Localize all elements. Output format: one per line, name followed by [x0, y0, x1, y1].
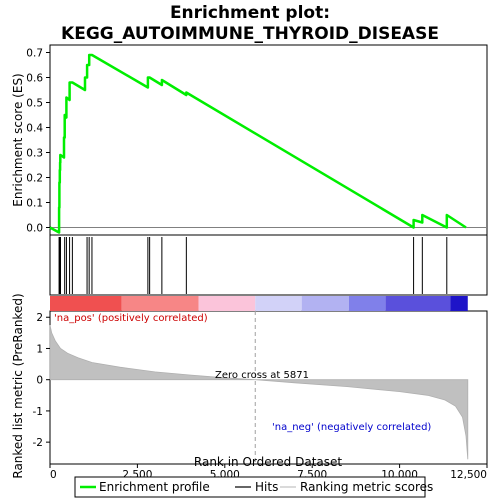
rank-y-tick-label: -1: [33, 406, 43, 418]
hits-layer: [58, 237, 448, 294]
x-tick-label: 0: [50, 469, 57, 481]
chart-title-line1: Enrichment plot:: [170, 3, 330, 23]
es-y-tick-label: 0.7: [26, 48, 43, 60]
color-bar-segment: [255, 296, 302, 311]
es-y-tick-label: 0.1: [26, 198, 43, 210]
es-y-tick-label: 0.6: [26, 73, 43, 85]
x-tick-label: 12,500: [450, 469, 487, 481]
rank-y-tick-label: -2: [33, 437, 43, 449]
legend-enrichment-label: Enrichment profile: [99, 480, 210, 494]
es-y-tick-label: 0.2: [26, 173, 43, 185]
rank-y-tick-label: 0: [36, 375, 43, 387]
color-bar-segment: [198, 296, 256, 311]
ranking-metric-area: [49, 325, 469, 460]
es-y-tick-label: 0.5: [26, 98, 43, 110]
color-bar-layer: [50, 296, 468, 311]
es-y-tick-label: 0.4: [26, 123, 43, 135]
zero-cross-label: Zero cross at 5871: [215, 370, 309, 381]
color-bar-segment: [121, 296, 199, 311]
rank-y-tick-label: 1: [36, 343, 43, 355]
color-bar-segment: [450, 296, 468, 311]
legend: Enrichment profile Hits Ranking metric s…: [74, 476, 433, 498]
chart-title-line2: KEGG_AUTOIMMUNE_THYROID_DISEASE: [61, 24, 439, 44]
color-bar-segment: [348, 296, 386, 311]
es-y-tick-label: 0.3: [26, 148, 43, 160]
hits-panel-frame: [49, 234, 488, 296]
es-y-tick-label: 0.0: [26, 223, 43, 235]
enrichment-profile-line: [49, 53, 467, 234]
neg-correlated-label: 'na_neg' (negatively correlated): [272, 422, 431, 433]
color-bar-segment: [301, 296, 349, 311]
pos-correlated-label: 'na_pos' (positively correlated): [54, 313, 208, 324]
es-y-axis-label: Enrichment score (ES): [11, 73, 25, 206]
es-plot-layer: 0.0 0.1 0.2 0.3 0.4 0.5 0.6 0.7: [26, 48, 487, 235]
legend-hits-label: Hits: [255, 480, 278, 494]
x-axis-label: Rank in Ordered Dataset: [194, 455, 342, 469]
legend-ranking-label: Ranking metric scores: [300, 480, 433, 494]
rank-y-tick-label: 2: [36, 312, 43, 324]
color-bar-segment: [50, 296, 122, 311]
color-bar-segment: [385, 296, 451, 311]
rank-y-axis-label: Ranked list metric (PreRanked): [11, 293, 25, 478]
